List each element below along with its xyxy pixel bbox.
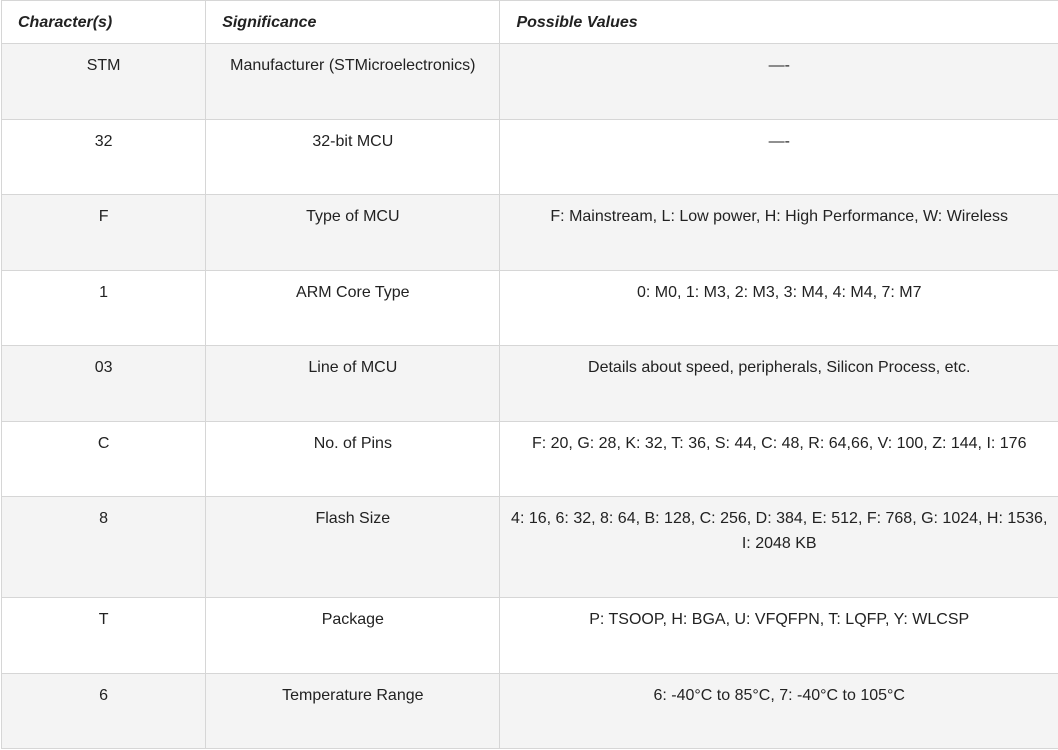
cell-possible-values: 6: -40°C to 85°C, 7: -40°C to 105°C <box>499 673 1058 749</box>
table-row: STM Manufacturer (STMicroelectronics) —- <box>0 43 1058 120</box>
table-row: T Package P: TSOOP, H: BGA, U: VFQFPN, T… <box>0 597 1058 674</box>
header-possible-values: Possible Values <box>499 0 1058 44</box>
cell-possible-values: —- <box>499 119 1058 195</box>
table-row: C No. of Pins F: 20, G: 28, K: 32, T: 36… <box>0 421 1058 497</box>
cell-character: STM <box>0 43 207 120</box>
cell-significance: Flash Size <box>205 496 501 598</box>
table-row: 32 32-bit MCU —- <box>0 119 1058 195</box>
cell-character: 8 <box>0 496 207 598</box>
cell-significance: 32-bit MCU <box>205 119 501 195</box>
cell-significance: Manufacturer (STMicroelectronics) <box>205 43 501 120</box>
header-significance: Significance <box>205 0 501 44</box>
cell-significance: ARM Core Type <box>205 270 501 346</box>
cell-character: 6 <box>0 673 207 749</box>
cell-significance: Temperature Range <box>205 673 501 749</box>
cell-possible-values: 4: 16, 6: 32, 8: 64, B: 128, C: 256, D: … <box>499 496 1058 598</box>
table-row: 6 Temperature Range 6: -40°C to 85°C, 7:… <box>0 673 1058 749</box>
cell-possible-values: P: TSOOP, H: BGA, U: VFQFPN, T: LQFP, Y:… <box>499 597 1058 674</box>
cell-character: 03 <box>0 345 207 422</box>
table-row: F Type of MCU F: Mainstream, L: Low powe… <box>0 194 1058 271</box>
table-row: 8 Flash Size 4: 16, 6: 32, 8: 64, B: 128… <box>0 496 1058 598</box>
cell-possible-values: —- <box>499 43 1058 120</box>
cell-character: C <box>0 421 207 497</box>
header-characters: Character(s) <box>0 0 207 44</box>
cell-character: 1 <box>0 270 207 346</box>
table-row: 1 ARM Core Type 0: M0, 1: M3, 2: M3, 3: … <box>0 270 1058 346</box>
cell-significance: Line of MCU <box>205 345 501 422</box>
cell-possible-values: F: Mainstream, L: Low power, H: High Per… <box>499 194 1058 271</box>
cell-significance: Package <box>205 597 501 674</box>
table-row: 03 Line of MCU Details about speed, peri… <box>0 345 1058 422</box>
cell-possible-values: F: 20, G: 28, K: 32, T: 36, S: 44, C: 48… <box>499 421 1058 497</box>
header-row: Character(s) Significance Possible Value… <box>0 0 1058 44</box>
cell-significance: Type of MCU <box>205 194 501 271</box>
cell-character: 32 <box>0 119 207 195</box>
cell-character: F <box>0 194 207 271</box>
cell-character: T <box>0 597 207 674</box>
cell-significance: No. of Pins <box>205 421 501 497</box>
cell-possible-values: Details about speed, peripherals, Silico… <box>499 345 1058 422</box>
cell-possible-values: 0: M0, 1: M3, 2: M3, 3: M4, 4: M4, 7: M7 <box>499 270 1058 346</box>
